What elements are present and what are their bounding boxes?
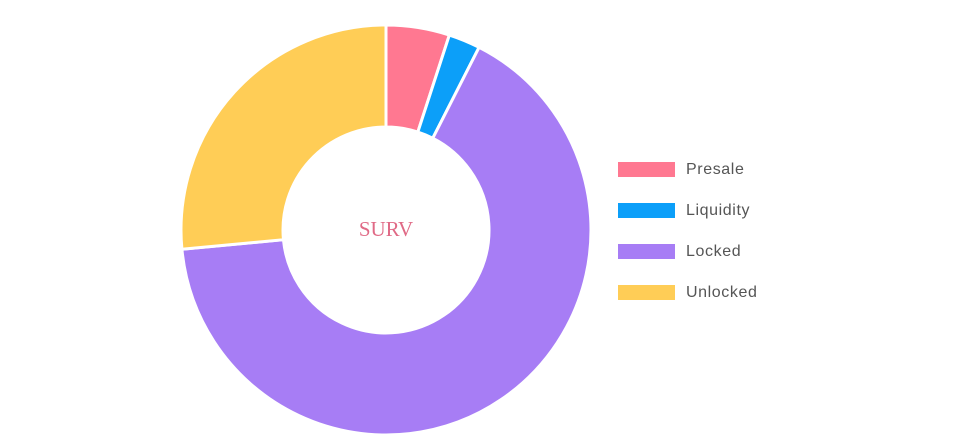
legend-swatch <box>618 244 675 259</box>
legend-label: Locked <box>686 242 742 260</box>
legend-label: Unlocked <box>686 283 758 301</box>
legend: Presale Liquidity Locked Unlocked <box>618 160 758 326</box>
legend-swatch <box>618 162 675 177</box>
legend-label: Presale <box>686 160 745 178</box>
slice-unlocked[interactable] <box>179 23 388 251</box>
legend-swatch <box>618 285 675 300</box>
legend-item-liquidity[interactable]: Liquidity <box>618 201 758 219</box>
legend-swatch <box>618 203 675 218</box>
legend-item-presale[interactable]: Presale <box>618 160 758 178</box>
slice-locked[interactable] <box>180 45 593 437</box>
legend-item-locked[interactable]: Locked <box>618 242 758 260</box>
legend-label: Liquidity <box>686 201 751 219</box>
legend-item-unlocked[interactable]: Unlocked <box>618 283 758 301</box>
center-label: SURV <box>358 217 414 241</box>
